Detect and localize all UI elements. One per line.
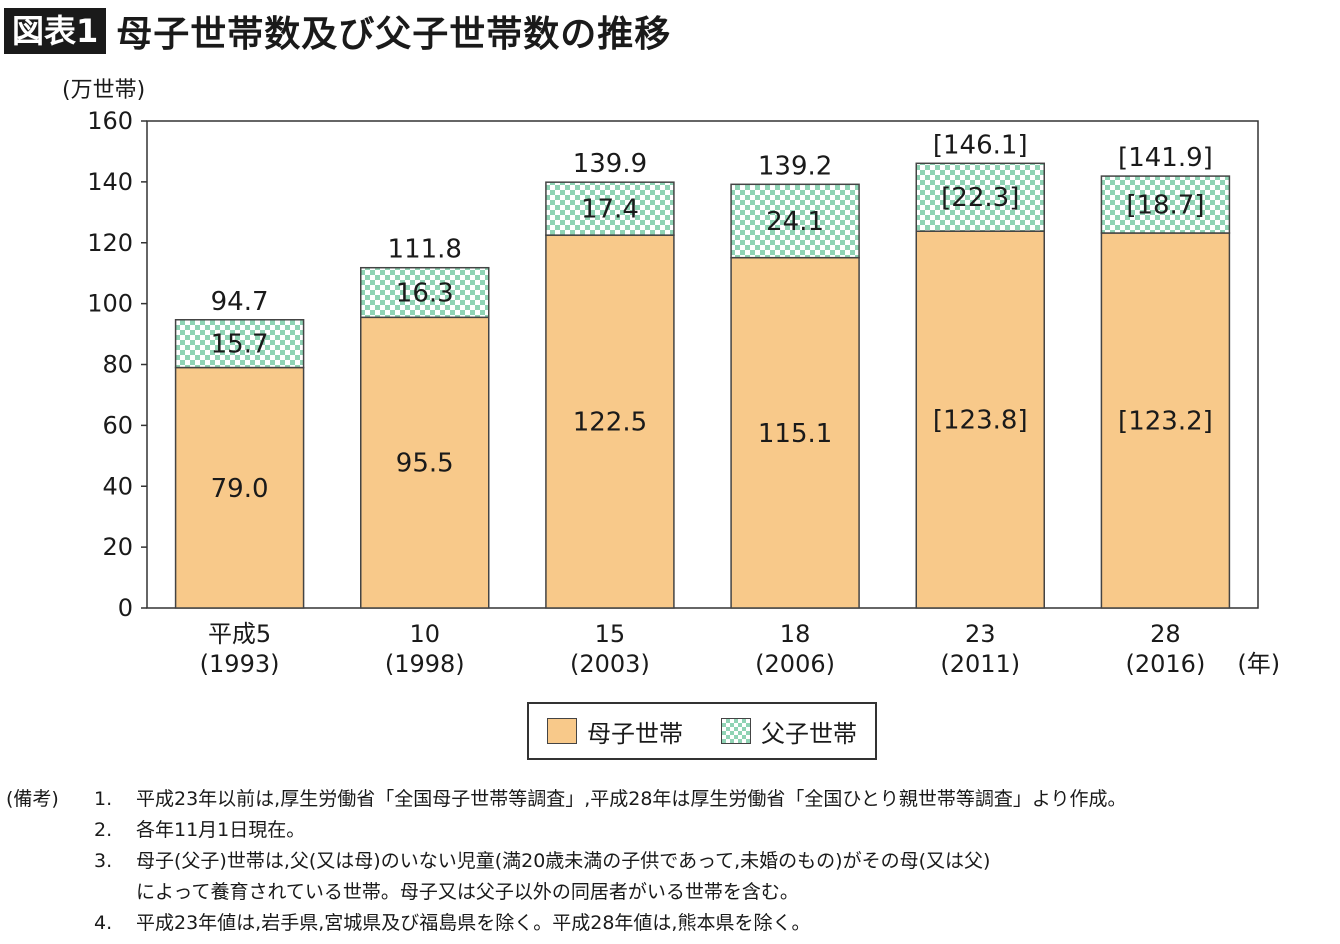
data-label-total: 94.7 (211, 287, 269, 317)
bar-mother (1100, 232, 1231, 609)
notes: (備考) 1. 平成23年以前は,厚生労働省「全国母子世帯等調査」,平成28年は… (6, 784, 1336, 939)
bar-mother (915, 230, 1045, 609)
note-number: 1. (94, 788, 113, 810)
x-tick-year: (2011) (940, 650, 1020, 678)
y-axis-unit: (万世帯) (62, 78, 146, 103)
y-tick-label: 100 (87, 290, 133, 318)
x-tick-year: (2016) (1126, 650, 1206, 678)
legend-label-father: 父子世帯 (761, 719, 857, 748)
bar-mother (174, 366, 305, 609)
x-tick-year: (1998) (385, 650, 465, 678)
y-tick-label: 60 (102, 411, 133, 439)
data-label-mother: [123.8] (933, 406, 1028, 436)
data-label-total: [146.1] (933, 130, 1028, 160)
x-tick-label: 10 (409, 620, 440, 648)
data-label-father: 24.1 (766, 207, 824, 237)
note-number: 3. (94, 850, 113, 872)
y-tick-label: 80 (102, 351, 133, 379)
data-label-mother: 79.0 (211, 474, 269, 504)
bar-father (730, 183, 860, 259)
data-label-total: 111.8 (388, 235, 462, 265)
note-row: (備考) 1. 平成23年以前は,厚生労働省「全国母子世帯等調査」,平成28年は… (6, 784, 1336, 815)
bar-mother (545, 234, 675, 609)
bar-father (360, 266, 490, 319)
figure-title: 母子世帯数及び父子世帯数の推移 (116, 14, 672, 55)
data-label-father: 16.3 (396, 279, 454, 309)
note-row: によって養育されている世帯。母子又は父子以外の同居者がいる世帯を含む。 (6, 877, 1336, 908)
legend-item-father: 父子世帯 (721, 714, 857, 749)
bar-father (545, 181, 675, 236)
data-label-mother: 115.1 (758, 419, 832, 449)
data-label-father: [22.3] (941, 183, 1019, 213)
figure-badge: 図表1 (4, 8, 107, 54)
data-label-father: 15.7 (211, 330, 269, 360)
y-tick-label: 160 (87, 107, 133, 135)
legend-swatch-father (721, 718, 751, 744)
note-text: 平成23年値は,岩手県,宮城県及び福島県を除く。平成28年値は,熊本県を除く。 (136, 912, 811, 934)
legend-label-mother: 母子世帯 (587, 719, 683, 748)
x-tick-label: 18 (780, 620, 811, 648)
chart-legend: 母子世帯 父子世帯 (527, 702, 877, 760)
data-label-mother: [123.2] (1118, 407, 1213, 437)
x-axis-unit: (年) (1237, 650, 1280, 678)
notes-label: (備考) (6, 788, 59, 810)
data-label-mother: 122.5 (573, 408, 647, 438)
x-tick-label: 23 (965, 620, 996, 648)
x-tick-year: (1993) (200, 650, 280, 678)
bar-mother (730, 256, 860, 609)
data-label-father: 17.4 (581, 195, 639, 225)
note-row: 2. 各年11月1日現在。 (6, 815, 1336, 846)
data-label-mother: 95.5 (396, 449, 454, 479)
note-number: 4. (94, 912, 113, 934)
note-row: 3. 母子(父子)世帯は,父(又は母)のいない児童(満20歳未満の子供であって,… (6, 846, 1336, 877)
y-tick-label: 0 (118, 594, 133, 622)
y-tick-label: 20 (102, 533, 133, 561)
plot-frame (146, 120, 1259, 609)
note-text: 平成23年以前は,厚生労働省「全国母子世帯等調査」,平成28年は厚生労働省「全国… (136, 788, 1127, 810)
data-label-father: [18.7] (1126, 191, 1204, 221)
note-text: 母子(父子)世帯は,父(又は母)のいない児童(満20歳未満の子供であって,未婚の… (136, 850, 991, 872)
x-tick-label: 15 (595, 620, 626, 648)
bar-father (1100, 175, 1231, 234)
note-row: 4. 平成23年値は,岩手県,宮城県及び福島県を除く。平成28年値は,熊本県を除… (6, 908, 1336, 939)
bar-father (174, 319, 305, 369)
x-tick-year: (2003) (570, 650, 650, 678)
y-tick-label: 140 (87, 168, 133, 196)
note-text: 各年11月1日現在。 (136, 819, 306, 841)
x-tick-year: (2006) (755, 650, 835, 678)
note-number: 2. (94, 819, 113, 841)
x-tick-label: 平成5 (208, 620, 271, 648)
y-tick-label: 120 (87, 229, 133, 257)
legend-item-mother: 母子世帯 (547, 714, 683, 749)
data-label-total: 139.2 (758, 151, 832, 181)
note-text: によって養育されている世帯。母子又は父子以外の同居者がいる世帯を含む。 (136, 881, 799, 903)
legend-swatch-mother (547, 718, 577, 744)
bar-father (915, 162, 1045, 232)
data-label-total: 139.9 (573, 149, 647, 179)
y-tick-label: 40 (102, 472, 133, 500)
bar-mother (360, 316, 490, 609)
figure-header: 図表1 母子世帯数及び父子世帯数の推移 (4, 6, 671, 56)
data-label-total: [141.9] (1118, 143, 1213, 173)
x-tick-label: 28 (1150, 620, 1181, 648)
